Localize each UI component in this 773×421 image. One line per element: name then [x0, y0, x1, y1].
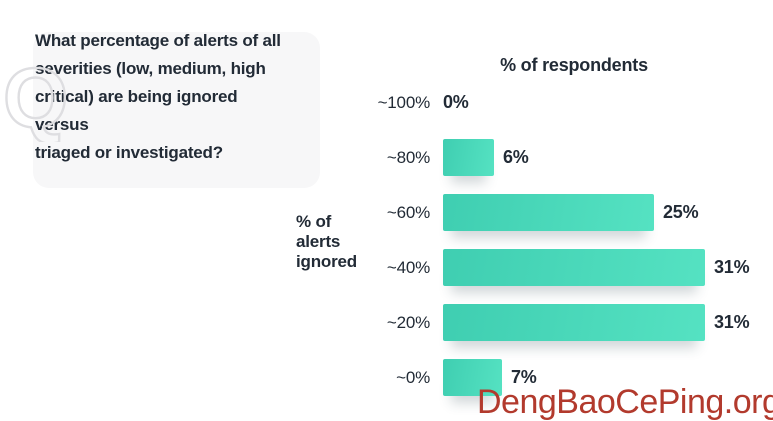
bar-value-label: 0% — [443, 92, 469, 112]
bar-value-label: 7% — [511, 367, 537, 387]
bar-value-label: 6% — [503, 147, 529, 167]
chart-row: ~20% 31% — [345, 295, 773, 350]
bar-value-label: 25% — [663, 202, 699, 222]
bar — [443, 194, 654, 231]
bar-value-label: 31% — [714, 257, 750, 277]
bar-value-label: 31% — [714, 312, 750, 332]
y-axis-tick-label: ~40% — [386, 257, 430, 277]
chart-row: ~40% 31% — [345, 240, 773, 295]
bar-chart: ~100% 0% ~80% 6% ~60% 25% ~40% 31% ~20% 31% ~0% 7% — [345, 75, 773, 405]
question-bubble — [33, 32, 320, 188]
bar — [443, 304, 705, 341]
chart-row: ~100% 0% — [345, 75, 773, 130]
question-mark-q-icon: Q — [2, 56, 66, 142]
bar — [443, 249, 705, 286]
y-axis-tick-label: ~0% — [396, 367, 430, 387]
svg-text:Q: Q — [3, 56, 66, 142]
bar — [443, 139, 494, 176]
chart-row: ~0% 7% — [345, 350, 773, 405]
watermark-text: DengBaoCePing.org — [477, 383, 773, 421]
y-axis-tick-label: ~80% — [386, 147, 430, 167]
y-axis-tick-label: ~60% — [386, 202, 430, 222]
bar — [443, 359, 502, 396]
question-text: What percentage of alerts of all severit… — [35, 31, 281, 162]
chart-title: % of respondents — [500, 55, 648, 75]
y-axis-title: % of alerts ignored — [296, 212, 357, 271]
chart-row: ~80% 6% — [345, 130, 773, 185]
y-axis-tick-label: ~20% — [386, 312, 430, 332]
y-axis-tick-label: ~100% — [377, 92, 431, 112]
chart-row: ~60% 25% — [345, 185, 773, 240]
